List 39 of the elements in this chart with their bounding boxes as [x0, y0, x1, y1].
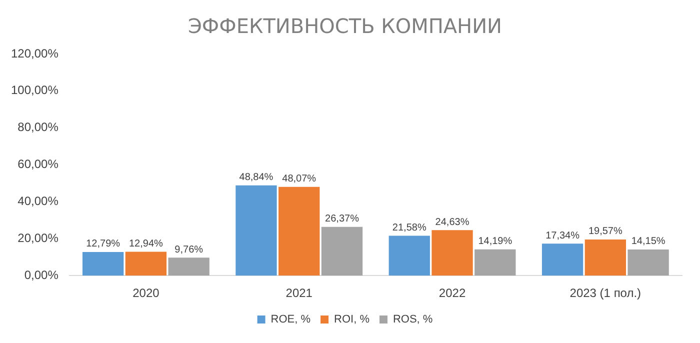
- y-tick-label: 80,00%: [18, 120, 59, 134]
- chart-title: ЭФФЕКТИВНОСТЬ КОМПАНИИ: [188, 14, 502, 38]
- y-tick-label: 120,00%: [11, 46, 59, 60]
- data-label: 48,07%: [282, 174, 316, 185]
- y-tick-label: 60,00%: [18, 157, 59, 172]
- bar: [542, 244, 584, 276]
- data-label: 19,57%: [588, 226, 622, 238]
- x-tick-label: 2023 (1 пол.): [570, 286, 642, 300]
- y-tick-label: 20,00%: [18, 230, 59, 245]
- data-label: 14,19%: [478, 236, 512, 248]
- x-tick-label: 2020: [132, 286, 160, 300]
- data-label: 14,15%: [631, 236, 666, 248]
- y-tick-label: 100,00%: [11, 83, 59, 98]
- bar: [236, 185, 277, 276]
- data-label: 26,37%: [325, 214, 360, 225]
- bar: [278, 186, 320, 276]
- data-label: 12,79%: [86, 238, 120, 250]
- y-tick-label: 0,00%: [24, 268, 59, 282]
- data-label: 12,94%: [128, 238, 164, 250]
- legend-label: ROS, %: [392, 314, 433, 326]
- x-tick-label: 2022: [438, 286, 466, 300]
- bar: [82, 252, 124, 276]
- bar: [168, 258, 210, 276]
- bar: [125, 252, 167, 276]
- legend-label: ROE, %: [270, 314, 311, 326]
- bar: [628, 249, 669, 276]
- bar: [388, 236, 430, 276]
- data-label: 17,34%: [546, 230, 580, 242]
- legend-label: ROI, %: [334, 314, 370, 326]
- data-label: 24,63%: [435, 216, 470, 228]
- bar: [321, 226, 363, 276]
- y-tick-label: 40,00%: [18, 194, 59, 208]
- bar: [474, 249, 516, 276]
- data-label: 21,58%: [392, 222, 426, 234]
- bar: [432, 230, 473, 276]
- data-label: 9,76%: [174, 244, 204, 256]
- data-label: 48,84%: [239, 172, 274, 184]
- x-tick-label: 2021: [286, 286, 313, 300]
- bar: [584, 239, 626, 276]
